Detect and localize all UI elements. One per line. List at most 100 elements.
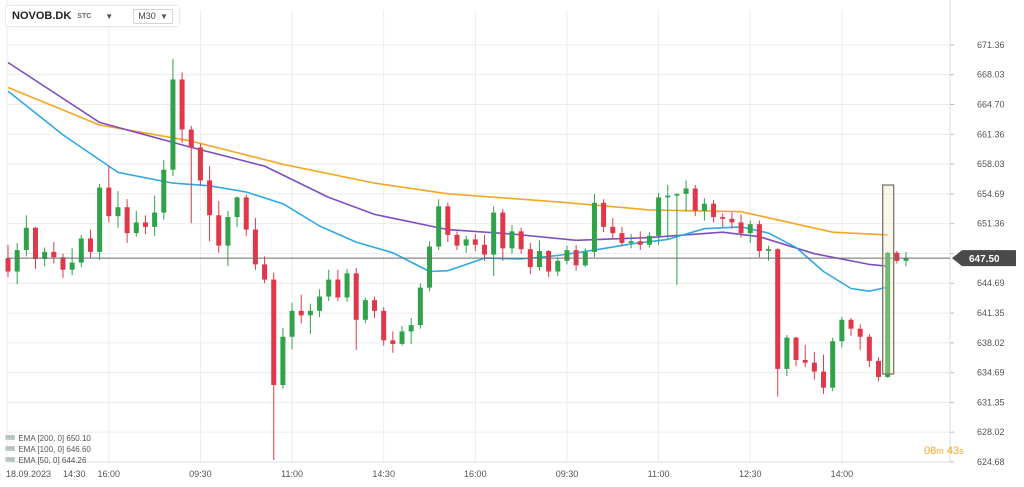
candle-body (610, 226, 616, 234)
candle-body (427, 246, 433, 288)
candle-body (271, 279, 277, 385)
settings-icon[interactable]: ▦▦ (5, 435, 15, 441)
candle-body (628, 241, 634, 243)
candle-body (674, 193, 680, 196)
x-tick-label: 09:30 (556, 469, 579, 479)
y-tick-label: 638.02 (977, 338, 1005, 348)
y-tick-label: 634.69 (977, 368, 1005, 378)
candle-body (793, 337, 799, 360)
symbol-name: NOVOB.DK (12, 10, 72, 22)
current-price-label: 647.50 (969, 254, 1000, 265)
candle-body (207, 180, 213, 216)
ema-lines (7, 61, 888, 292)
y-axis: 671.36 668.03 664.70 661.36 658.03 654.69 651.… (949, 0, 1005, 467)
candle-body (491, 212, 497, 255)
ema-line (7, 90, 888, 292)
candle-body (188, 129, 194, 148)
candle-body (161, 169, 167, 213)
ema-line (7, 86, 888, 236)
candle-body (23, 227, 29, 251)
candle-body (830, 341, 836, 388)
candle-body (417, 287, 423, 326)
y-tick-label: 654.69 (977, 189, 1005, 199)
candle-body (747, 224, 753, 234)
countdown-minutes: 08 (924, 445, 937, 457)
timeframe-selector[interactable]: M30 ▼ (133, 8, 173, 24)
candle-body (546, 250, 552, 272)
y-tick-label: 668.03 (977, 70, 1005, 80)
x-tick-label: 14:00 (831, 469, 854, 479)
candle-body (518, 231, 524, 250)
candle-body (179, 79, 185, 130)
candle-body (720, 217, 726, 219)
candle-body (509, 231, 515, 249)
legend-item[interactable]: ▦▦ EMA [100, 0] 646.60 (5, 444, 91, 455)
candle-body (646, 235, 652, 245)
candle-body (775, 249, 781, 369)
countdown-seconds: 43 (946, 445, 960, 457)
candle-body (142, 222, 148, 227)
chevron-down-icon[interactable]: ▼ (105, 11, 114, 21)
y-tick-label: 671.36 (977, 40, 1005, 50)
candle-body (381, 310, 387, 341)
y-tick-label: 624.68 (977, 457, 1005, 467)
candle-body (78, 238, 84, 263)
x-tick-label: 12:30 (739, 469, 762, 479)
current-price-tag (952, 250, 1016, 267)
candle-body (344, 273, 350, 298)
legend-item[interactable]: ▦▦ EMA [200, 0] 650.10 (5, 433, 91, 444)
candle-body (711, 203, 717, 218)
candle-body (866, 336, 872, 361)
overlay: 647.50 (7, 184, 1016, 375)
legend-item[interactable]: ▦▦ EMA [50, 0] 644.26 (5, 455, 91, 466)
candle-body (408, 325, 414, 332)
countdown-seconds-unit: s (959, 446, 964, 456)
candle-body (903, 258, 909, 261)
candle-body (262, 264, 268, 280)
candle-body (463, 239, 469, 246)
legend-label: EMA [50, 0] 644.26 (18, 456, 87, 465)
candle-body (133, 222, 139, 234)
y-tick-label: 631.35 (977, 397, 1005, 407)
candle-body (857, 328, 863, 337)
settings-icon[interactable]: ▦▦ (5, 446, 15, 452)
candle-body (69, 262, 75, 270)
settings-icon[interactable]: ▦▦ (5, 457, 15, 463)
candle-body (5, 258, 11, 272)
candle-body (280, 336, 286, 385)
candle-body (298, 310, 304, 316)
candle-highlight-box (882, 184, 895, 375)
x-tick-label: 14:30 (63, 469, 86, 479)
candle-body (802, 359, 808, 363)
indicator-legend: ▦▦ EMA [200, 0] 650.10 ▦▦ EMA [100, 0] 646… (5, 433, 91, 466)
timeframe-label: M30 (138, 10, 156, 21)
candle-body (60, 257, 66, 270)
candle-body (216, 215, 222, 246)
candle-body (252, 229, 258, 265)
y-tick-label: 628.02 (977, 427, 1005, 437)
candle-body (326, 279, 332, 297)
candle-body (390, 340, 396, 344)
candle-body (839, 319, 845, 342)
candle-body (234, 197, 240, 218)
candle-body (536, 250, 542, 268)
candle-body (481, 244, 487, 255)
candle-body (591, 202, 597, 252)
candle-body (289, 310, 295, 337)
symbol-suffix: STC (77, 12, 92, 20)
candle-body (362, 300, 368, 320)
candle-body (811, 362, 817, 372)
candle-body (335, 279, 341, 298)
candle-body (683, 188, 689, 194)
symbol-selector[interactable]: NOVOB.DK STC ▼ M30 ▼ (6, 6, 179, 26)
candle-body (353, 273, 359, 320)
candle-body (784, 337, 790, 369)
candle-body (152, 212, 158, 227)
y-tick-label: 641.35 (977, 308, 1005, 318)
candle-body (692, 188, 698, 211)
candle-body (454, 234, 460, 246)
candle-body (555, 260, 561, 272)
candle-body (637, 241, 643, 245)
candle-body (170, 79, 176, 170)
